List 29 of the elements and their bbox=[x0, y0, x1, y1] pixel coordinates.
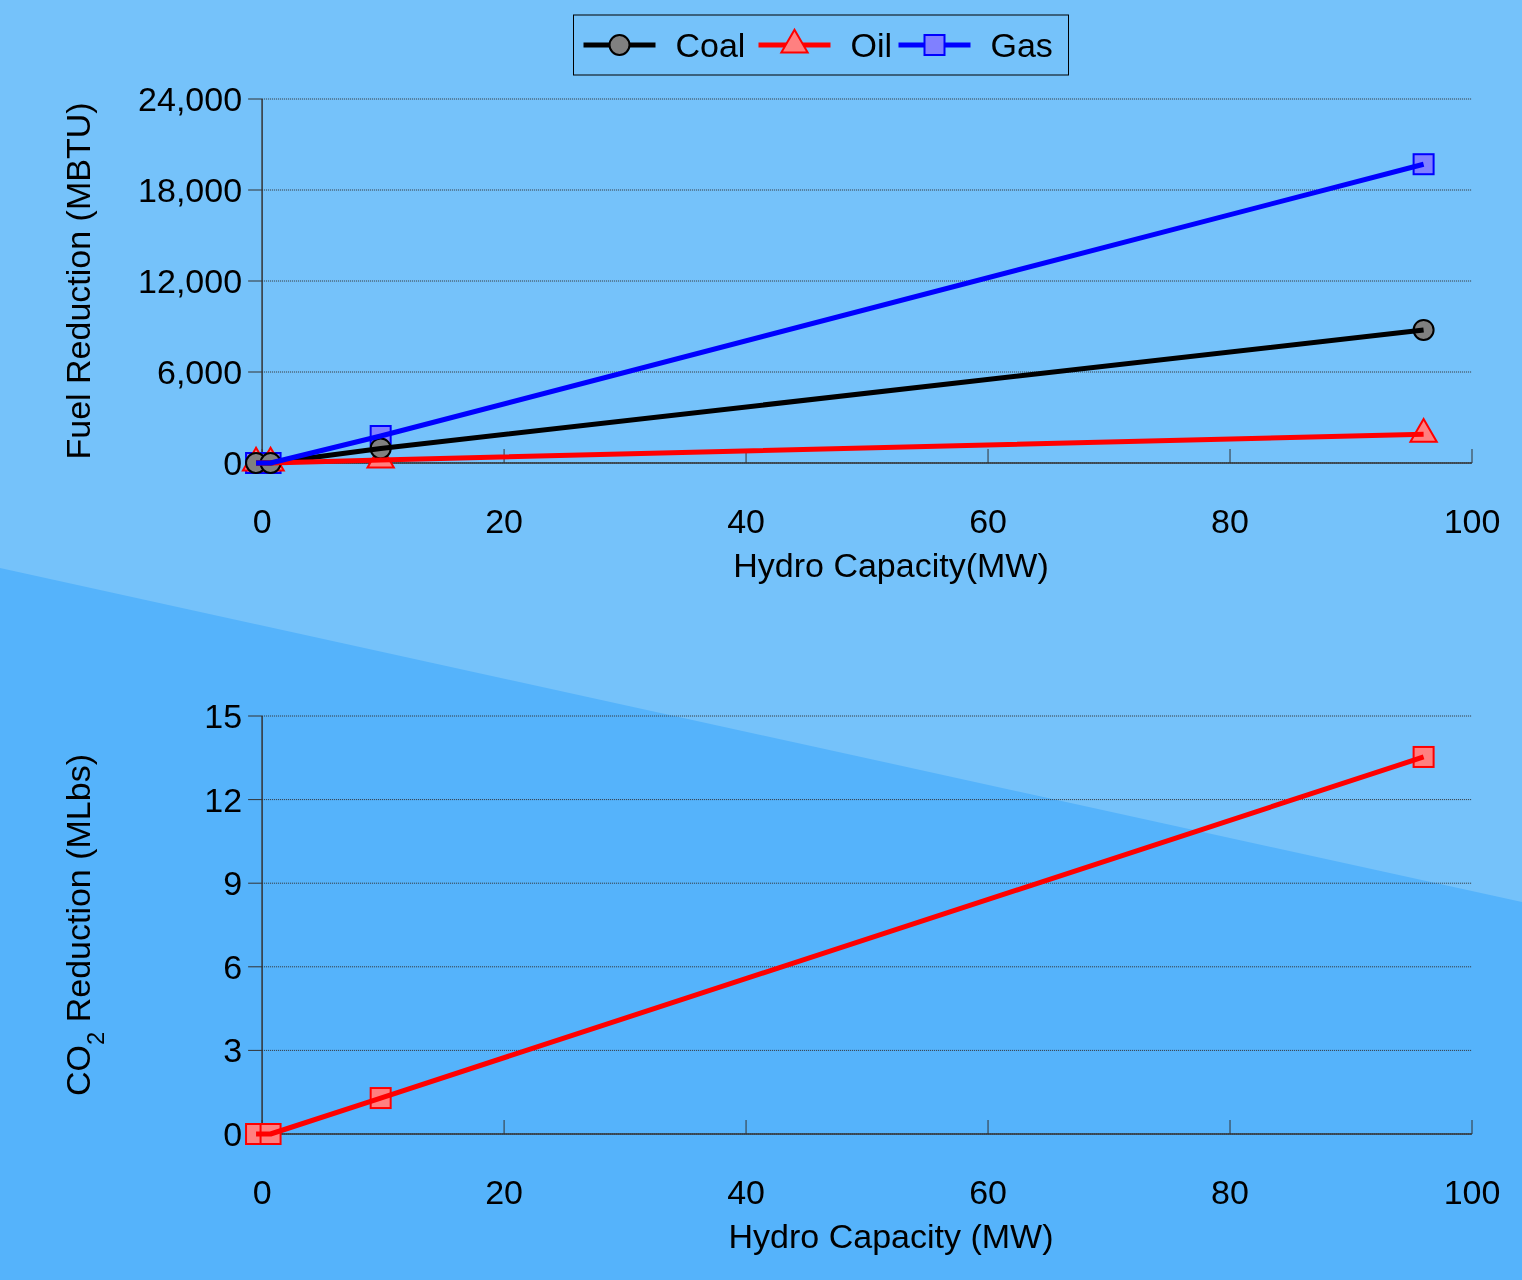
x-axis-title: Hydro Capacity (MW) bbox=[728, 1217, 1054, 1255]
y-tick-label: 6,000 bbox=[157, 353, 243, 391]
y-tick-label: 9 bbox=[223, 864, 243, 903]
x-tick-label: 80 bbox=[1211, 502, 1249, 540]
x-tick-label: 100 bbox=[1443, 1173, 1501, 1211]
x-tick-label: 100 bbox=[1443, 502, 1501, 540]
y-tick-label: 0 bbox=[223, 444, 243, 482]
x-tick-label: 40 bbox=[727, 1173, 765, 1211]
x-tick-label: 0 bbox=[252, 502, 272, 540]
x-axis-title: Hydro Capacity(MW) bbox=[733, 546, 1049, 584]
y-tick-label: 15 bbox=[204, 697, 243, 735]
x-tick-label: 20 bbox=[485, 502, 523, 540]
y-tick-label: 24,000 bbox=[138, 80, 243, 118]
x-tick-label: 60 bbox=[969, 1173, 1007, 1211]
legend-label: Coal bbox=[675, 26, 746, 64]
legend-label: Gas bbox=[990, 26, 1053, 64]
x-tick-label: 40 bbox=[727, 502, 765, 540]
y-tick-label: 6 bbox=[223, 947, 243, 986]
legend-label: Oil bbox=[850, 26, 893, 64]
y-tick-label: 3 bbox=[223, 1031, 243, 1070]
x-tick-label: 0 bbox=[252, 1173, 272, 1211]
y-tick-label: 18,000 bbox=[138, 171, 243, 209]
y-axis-title: Fuel Reduction (MBTU) bbox=[59, 102, 97, 460]
x-tick-label: 20 bbox=[485, 1173, 523, 1211]
x-tick-label: 80 bbox=[1211, 1173, 1249, 1211]
y-tick-label: 12 bbox=[204, 780, 243, 819]
x-tick-label: 60 bbox=[969, 502, 1007, 540]
y-tick-label: 12,000 bbox=[138, 262, 243, 300]
y-tick-label: 0 bbox=[223, 1115, 243, 1153]
